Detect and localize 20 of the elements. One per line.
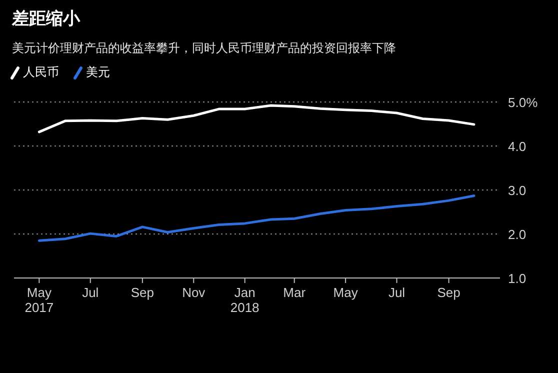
x-tick-label: May 2017 bbox=[24, 285, 54, 315]
x-tick-label: Sep bbox=[130, 285, 154, 300]
x-tick-label: Jul bbox=[388, 285, 406, 300]
y-tick-label: 2.0 bbox=[508, 227, 526, 242]
x-tick-label: Mar bbox=[283, 285, 306, 300]
chart-title: 差距缩小 bbox=[11, 9, 81, 28]
legend-label: 美元 bbox=[86, 65, 110, 79]
y-tick-label: 1.0 bbox=[508, 271, 526, 286]
x-tick-label: Jul bbox=[82, 285, 99, 300]
line-series bbox=[38, 104, 476, 134]
y-tick-label: 5.0% bbox=[508, 95, 538, 110]
x-tick-label: Jan 2018 bbox=[230, 285, 260, 315]
legend-label: 人民币 bbox=[23, 65, 59, 79]
x-tick-label: Nov bbox=[182, 285, 206, 300]
x-tick-label: Sep bbox=[437, 285, 460, 300]
chart-subtitle: 美元计价理财产品的收益率攀升，同时人民币理财产品的投资回报率下降 bbox=[12, 41, 396, 55]
line-series bbox=[38, 194, 476, 242]
y-tick-label: 3.0 bbox=[508, 183, 526, 198]
y-tick-label: 4.0 bbox=[508, 139, 526, 154]
x-tick-label: May bbox=[333, 285, 358, 300]
